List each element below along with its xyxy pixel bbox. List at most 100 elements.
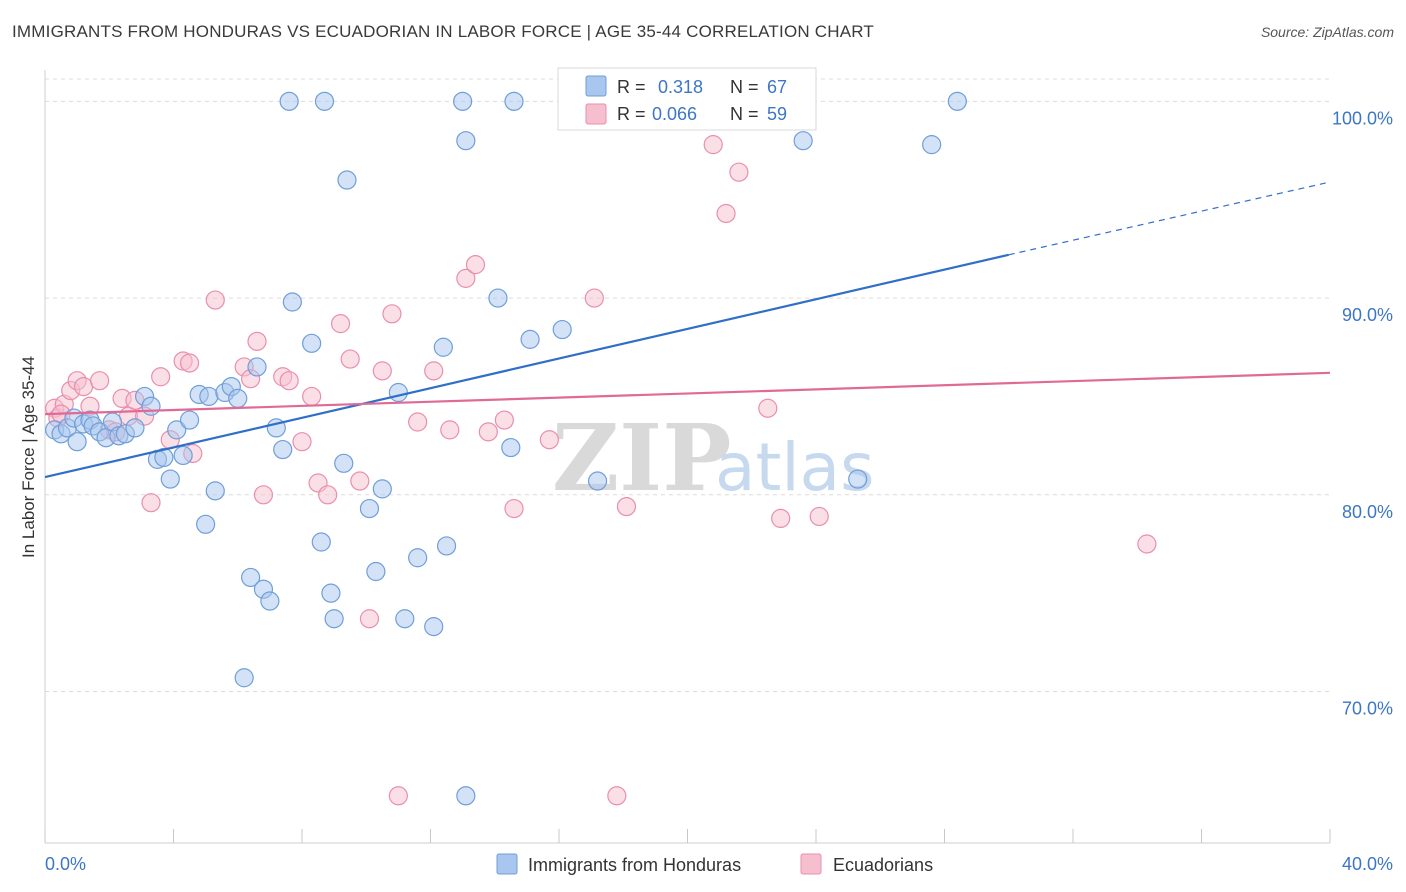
watermark: ZIP atlas [552,404,875,512]
honduras-point [359,498,380,519]
ecuadorians-points [45,91,1157,806]
ecuadorians-point [253,485,274,505]
honduras-point [314,91,335,111]
honduras-point [311,532,331,552]
honduras-point [453,91,473,111]
legend-r-value-2: 0.066 [652,104,697,124]
ecuadorians-point [141,493,161,513]
honduras-point [372,479,392,499]
honduras-point [279,91,299,111]
honduras-point [67,432,87,452]
ecuadorians-point [478,422,498,442]
honduras-point [334,453,354,473]
ecuadorians-point [330,314,351,334]
legend-r-label-1: R = [617,77,646,97]
ecuadorians-point [179,353,200,373]
ecuadorians-point [73,376,94,397]
honduras-point [160,469,180,489]
legend-n-label-1: N = [730,77,759,97]
honduras-point [922,135,942,155]
honduras-trend-extension [1008,181,1331,256]
ecuadorians-point [292,432,312,452]
honduras-point [125,418,145,438]
chart-source: Source: ZipAtlas.com [1260,24,1394,40]
ecuadorians-point [382,304,402,324]
honduras-point [321,583,341,603]
ecuadorians-point [809,506,829,527]
honduras-point [199,386,219,407]
honduras-point [234,668,254,688]
honduras-point [456,131,476,151]
legend-r-label-2: R = [617,104,646,124]
series-legend: Immigrants from Honduras Ecuadorians [496,853,933,875]
ecuadorians-point [359,609,380,629]
honduras-point [947,91,967,111]
ecuadorians-point [607,786,627,806]
ecuadorians-point [279,371,299,391]
stats-legend: R = 0.318 N = 67 R = 0.066 N = 59 [557,67,817,131]
honduras-point [167,420,187,440]
honduras-point [173,445,193,466]
ecuadorians-trend-line [44,371,1331,416]
legend-n-value-1: 67 [767,77,787,97]
legend-swatch-blue [585,75,607,97]
honduras-point [424,617,444,637]
chart-title: IMMIGRANTS FROM HONDURAS VS ECUADORIAN I… [12,22,875,41]
honduras-point [241,567,261,588]
ecuadorians-point [408,412,428,432]
honduras-point [282,292,302,312]
honduras-point [433,337,453,357]
ecuadorians-point [504,498,524,519]
honduras-point [302,333,322,353]
ecuadorians-point [703,135,723,155]
ecuadorians-point [205,290,225,310]
honduras-point [504,91,524,111]
honduras-point [848,469,868,489]
honduras-point [552,319,572,340]
x-tick-labels: 0.0% 40.0% [45,854,1393,874]
ecuadorians-point [247,331,267,351]
ecuadorians-point [758,398,778,418]
ecuadorians-point [616,496,637,517]
ecuadorians-point [340,349,360,369]
ecuadorians-point [302,386,322,407]
honduras-point [260,591,280,611]
ecuadorians-point [729,162,749,182]
ecuadorians-point [388,786,408,806]
honduras-point [154,447,174,468]
honduras-point [488,288,508,308]
ecuadorians-point [584,288,604,308]
honduras-point [179,410,200,430]
legend-r-value-1: 0.318 [658,77,703,97]
honduras-point [793,131,813,151]
legend-swatch-pink [585,103,607,125]
ecuadorians-point [494,410,514,430]
ecuadorians-point [440,420,460,440]
ecuadorians-point [350,471,370,491]
bottom-legend-swatch-honduras [496,853,518,875]
honduras-point [205,481,225,501]
ecuadorians-point [318,485,338,505]
y-tick-label: 80.0% [1342,502,1393,522]
honduras-point [388,382,408,403]
honduras-point [337,170,357,190]
honduras-point [247,357,267,377]
ecuadorians-point [151,367,171,387]
honduras-point [273,439,293,460]
honduras-point [436,536,457,556]
legend-n-value-2: 59 [767,104,787,124]
honduras-point [587,471,608,491]
honduras-points [45,91,967,806]
trend-lines [44,181,1331,479]
ecuadorians-point [372,361,392,381]
honduras-point [324,609,344,629]
bottom-legend-swatch-ecuadorians [800,853,822,875]
watermark-zip: ZIP [552,404,731,512]
honduras-point [408,548,428,568]
y-tick-label: 70.0% [1342,699,1393,719]
y-tick-label: 100.0% [1332,108,1393,128]
ecuadorians-point [716,203,736,224]
x-tick-label: 40.0% [1342,854,1393,874]
ecuadorians-point [1137,534,1157,554]
